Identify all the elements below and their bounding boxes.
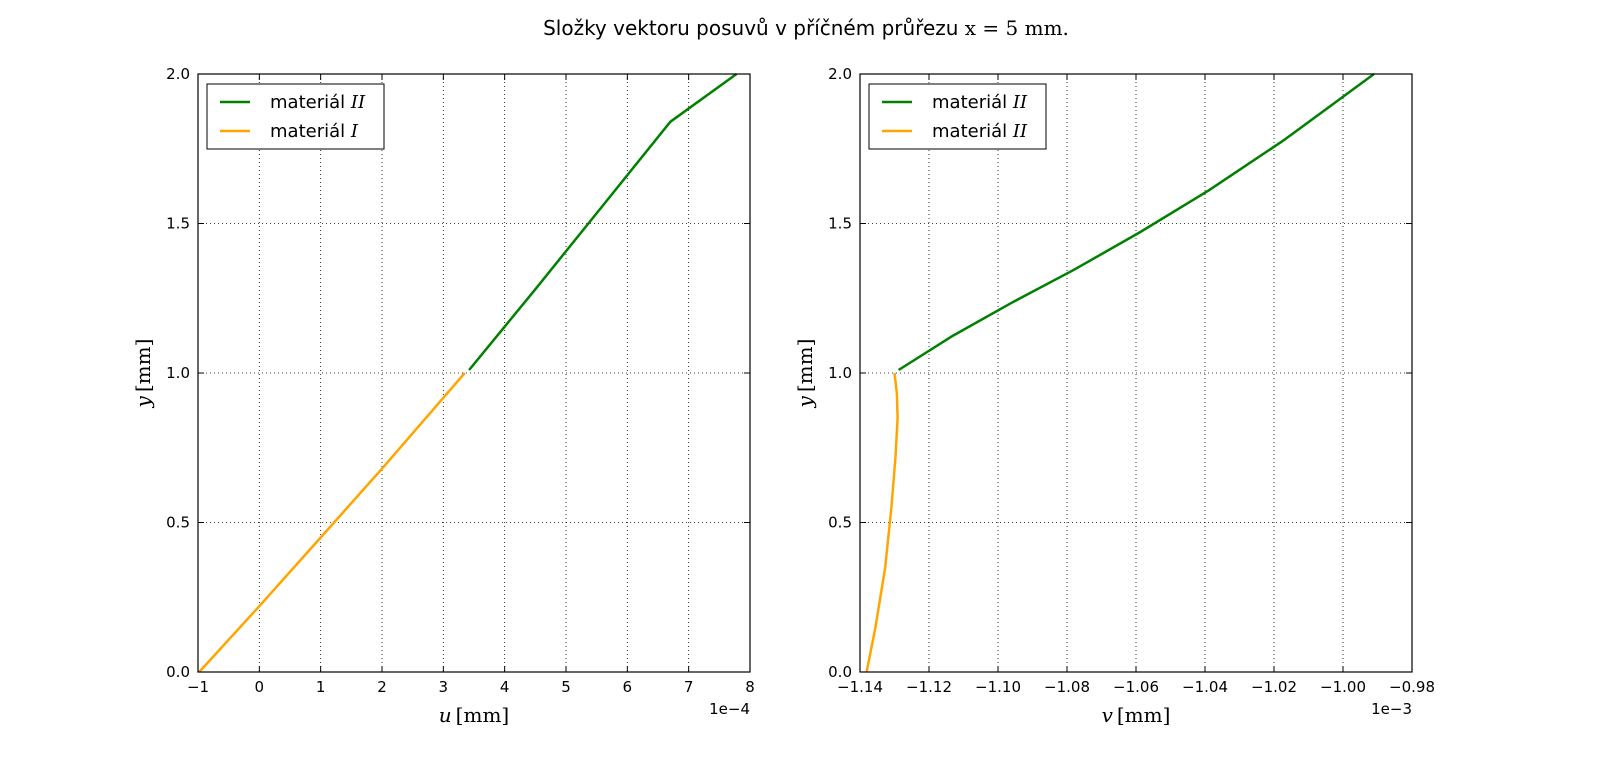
y-tick-label: 1.5 bbox=[166, 215, 190, 233]
series-layer bbox=[198, 72, 738, 673]
x-axis-var: v bbox=[1102, 703, 1114, 727]
x-axis-unit: [mm] bbox=[1117, 703, 1171, 727]
legend: materiál II materiál I bbox=[206, 83, 385, 150]
ticks-layer: −1.14 −1.12 −1.10 −1.08 −1.06 −1.04 −1.02 −1.00… bbox=[828, 65, 1435, 696]
x-offset-label: 1e−4 bbox=[709, 700, 750, 718]
y-tick-label: 2.0 bbox=[166, 65, 190, 83]
figure-title-math: x = 5 mm. bbox=[965, 16, 1069, 40]
x-tick-label: 7 bbox=[684, 678, 694, 696]
legend-entry-1: materiál I bbox=[270, 121, 359, 142]
y-tick-label: 1.0 bbox=[166, 364, 190, 382]
chart-v-displacement: −1.14 −1.12 −1.10 −1.08 −1.06 −1.04 −1.02 −1.00… bbox=[793, 65, 1435, 727]
figure-title-text: Složky vektoru posuvů v příčném průřezu bbox=[543, 16, 965, 40]
series-line-1 bbox=[198, 372, 466, 673]
legend-entry-0: materiál II bbox=[270, 92, 366, 113]
y-axis-label: y [mm] bbox=[131, 339, 155, 409]
legend-entry-0-text: materiál bbox=[270, 92, 351, 113]
legend-entry-1-math: I bbox=[350, 121, 359, 142]
y-axis-unit: [mm] bbox=[131, 339, 155, 393]
x-axis-unit: [mm] bbox=[456, 703, 510, 727]
legend-box bbox=[206, 83, 385, 150]
legend-entry-1-math: II bbox=[1012, 121, 1028, 142]
y-tick-label: 1.0 bbox=[828, 364, 852, 382]
legend: materiál II materiál II bbox=[868, 83, 1047, 150]
x-tick-label: −1.12 bbox=[906, 678, 952, 696]
legend-entry-1-text: materiál bbox=[932, 121, 1013, 142]
x-tick-label: 2 bbox=[377, 678, 387, 696]
x-tick-label: −1.00 bbox=[1320, 678, 1366, 696]
legend-entry-0: materiál II bbox=[932, 92, 1028, 113]
x-tick-label: 0 bbox=[255, 678, 265, 696]
x-tick-label: 8 bbox=[745, 678, 755, 696]
x-tick-label: −1 bbox=[187, 678, 209, 696]
y-axis-label: y [mm] bbox=[793, 339, 817, 409]
y-tick-label: 0.5 bbox=[166, 514, 190, 532]
grid-layer bbox=[860, 74, 1412, 672]
series-line-1 bbox=[865, 372, 899, 673]
x-axis-label: u [mm] bbox=[439, 703, 509, 727]
legend-entry-0-math: II bbox=[350, 92, 366, 113]
x-tick-label: −1.14 bbox=[837, 678, 883, 696]
series-layer bbox=[865, 72, 1375, 673]
x-tick-label: −1.10 bbox=[975, 678, 1021, 696]
y-tick-label: 0.0 bbox=[828, 663, 852, 681]
series-line-0 bbox=[468, 72, 738, 371]
grid-layer bbox=[198, 74, 750, 672]
y-tick-label: 0.0 bbox=[166, 663, 190, 681]
x-axis-label: v [mm] bbox=[1102, 703, 1171, 727]
x-tick-label: 6 bbox=[623, 678, 633, 696]
y-axis-var: y bbox=[131, 395, 155, 408]
series-line-0 bbox=[897, 72, 1375, 372]
y-tick-label: 2.0 bbox=[828, 65, 852, 83]
x-tick-label: −1.04 bbox=[1182, 678, 1228, 696]
y-axis-unit: [mm] bbox=[793, 339, 817, 393]
x-tick-label: −1.02 bbox=[1251, 678, 1297, 696]
legend-box bbox=[868, 83, 1047, 150]
chart-u-displacement: −1 0 1 2 3 4 5 6 7 80.00.51.01.52.0 1e−4 u [mm] y[… bbox=[131, 65, 755, 727]
legend-entry-0-math: II bbox=[1012, 92, 1028, 113]
x-tick-label: 5 bbox=[561, 678, 571, 696]
legend-entry-1-text: materiál bbox=[270, 121, 351, 142]
x-tick-label: −1.06 bbox=[1113, 678, 1159, 696]
x-tick-label: 3 bbox=[439, 678, 449, 696]
y-tick-label: 1.5 bbox=[828, 215, 852, 233]
x-tick-label: 4 bbox=[500, 678, 510, 696]
x-tick-label: −1.08 bbox=[1044, 678, 1090, 696]
legend-entry-0-text: materiál bbox=[932, 92, 1013, 113]
legend-entry-1: materiál II bbox=[932, 121, 1028, 142]
x-offset-label: 1e−3 bbox=[1371, 700, 1412, 718]
y-axis-var: y bbox=[793, 395, 817, 408]
x-axis-var: u bbox=[439, 703, 452, 727]
figure-title: Složky vektoru posuvů v příčném průřezu … bbox=[543, 16, 1069, 40]
x-tick-label: 1 bbox=[316, 678, 326, 696]
y-tick-label: 0.5 bbox=[828, 514, 852, 532]
x-tick-label: −0.98 bbox=[1389, 678, 1435, 696]
ticks-layer: −1 0 1 2 3 4 5 6 7 8 0.0 0.5 1.0 1.5 2.0 bbox=[166, 65, 755, 696]
